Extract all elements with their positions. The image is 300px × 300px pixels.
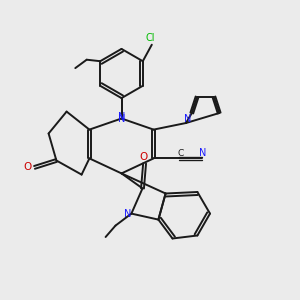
Text: N: N xyxy=(199,148,206,158)
Text: C: C xyxy=(178,149,184,158)
Text: N: N xyxy=(184,114,191,124)
Text: N: N xyxy=(118,113,125,124)
Text: N: N xyxy=(118,112,126,122)
Text: Cl: Cl xyxy=(146,33,155,43)
Text: N: N xyxy=(124,209,131,219)
Text: O: O xyxy=(24,162,32,172)
Text: O: O xyxy=(139,152,147,162)
